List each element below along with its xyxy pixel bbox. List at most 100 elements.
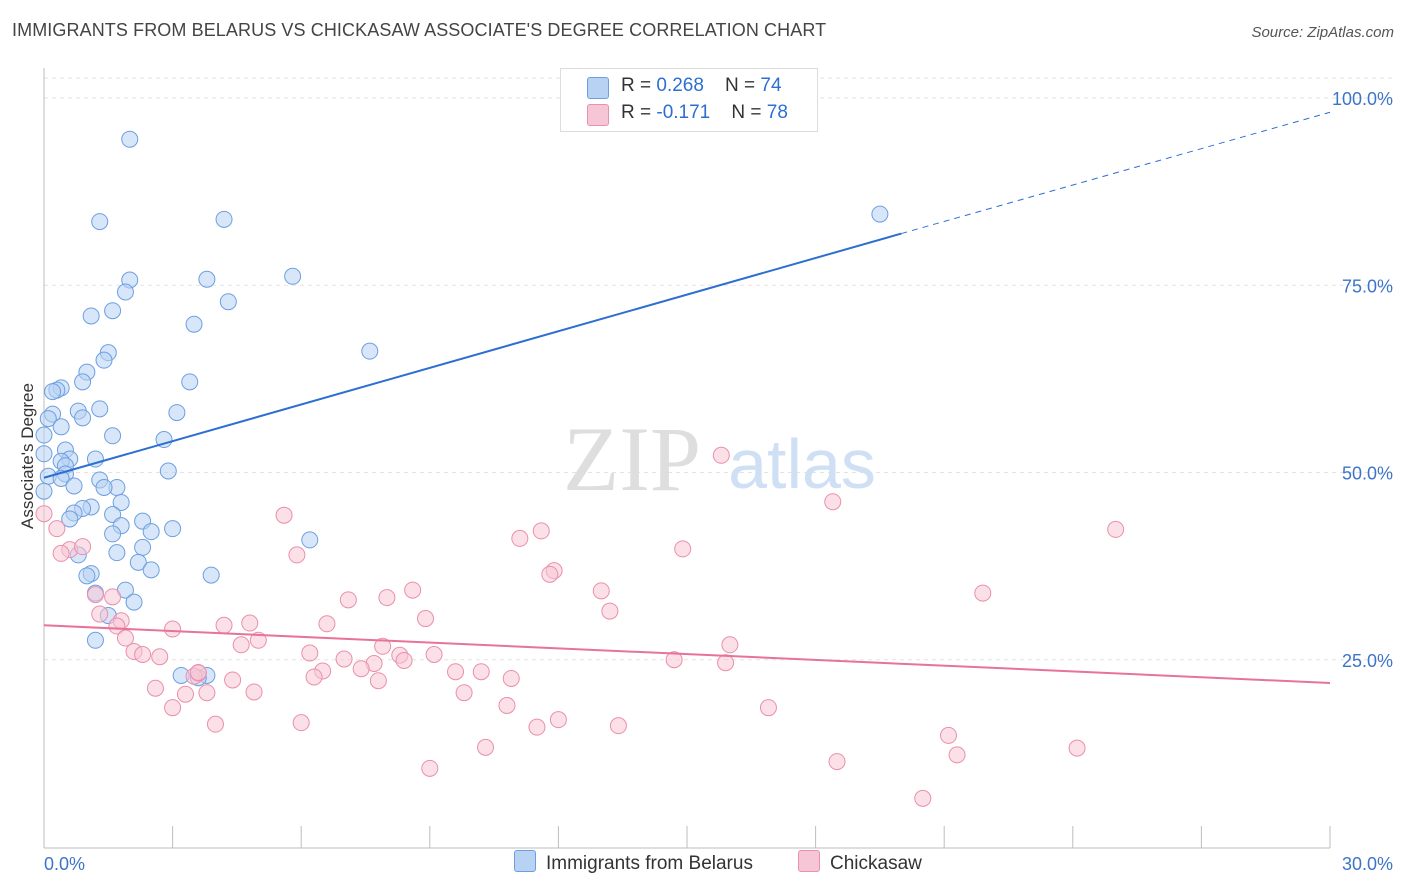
chickasaw-point	[134, 646, 152, 664]
belarus-point	[95, 351, 113, 369]
belarus-point	[108, 544, 126, 562]
chickasaw-point	[455, 684, 473, 702]
chickasaw-point	[421, 759, 439, 777]
chickasaw-point	[74, 538, 92, 556]
legend-swatch-chickasaw	[587, 104, 609, 126]
legend-n-label: N =	[725, 75, 761, 96]
chickasaw-point	[241, 614, 259, 632]
trend-layer	[43, 111, 1331, 684]
chickasaw-point	[948, 746, 966, 764]
belarus-point	[871, 205, 889, 223]
chickasaw-point	[1107, 520, 1125, 538]
chickasaw-point	[1068, 739, 1086, 757]
chickasaw-point	[477, 738, 495, 756]
belarus-point	[215, 210, 233, 228]
chickasaw-point	[974, 584, 992, 602]
chickasaw-point	[511, 529, 529, 547]
belarus-point	[301, 531, 319, 549]
chickasaw-point	[91, 605, 109, 623]
chickasaw-point	[249, 631, 267, 649]
chickasaw-point	[374, 637, 392, 655]
chickasaw-point	[104, 588, 122, 606]
x-tick-label: 30.0%	[1342, 854, 1393, 874]
belarus-point	[78, 567, 96, 585]
legend-r-value: 0.268	[656, 75, 704, 96]
chickasaw-point	[532, 522, 550, 540]
chart-title: IMMIGRANTS FROM BELARUS VS CHICKASAW ASS…	[12, 20, 827, 40]
chickasaw-point	[378, 589, 396, 607]
legend-n-value: 74	[760, 75, 782, 96]
chickasaw-point	[275, 506, 293, 524]
belarus-point	[35, 445, 53, 463]
belarus-point	[361, 342, 379, 360]
belarus-point	[181, 373, 199, 391]
belarus-point	[185, 315, 203, 333]
grid-layer	[44, 77, 1392, 661]
belarus-point	[82, 307, 100, 325]
chickasaw-point	[914, 789, 932, 807]
chickasaw-point	[712, 446, 730, 464]
belarus-point	[121, 130, 139, 148]
belarus-point	[39, 410, 57, 428]
chickasaw-point	[164, 699, 182, 717]
chickasaw-point	[245, 683, 263, 701]
chickasaw-trend-line	[43, 624, 1331, 684]
belarus-point	[35, 482, 53, 500]
chickasaw-point	[352, 660, 370, 678]
chickasaw-point	[502, 669, 520, 687]
belarus-point	[159, 462, 177, 480]
chickasaw-point	[339, 591, 357, 609]
belarus-point	[95, 478, 113, 496]
belarus-point	[65, 477, 83, 495]
chickasaw-point	[447, 663, 465, 681]
chickasaw-point	[369, 672, 387, 690]
chickasaw-point	[404, 581, 422, 599]
chickasaw-point	[206, 715, 224, 733]
chickasaw-point	[674, 540, 692, 558]
chickasaw-point	[717, 654, 735, 672]
chickasaw-point	[335, 650, 353, 668]
y-axis-label: Associate's Degree	[18, 383, 37, 529]
chickasaw-point	[759, 699, 777, 717]
belarus-point	[142, 561, 160, 579]
belarus-point	[164, 520, 182, 538]
chickasaw-point	[116, 629, 134, 647]
belarus-point	[198, 270, 216, 288]
chickasaw-point	[224, 671, 242, 689]
chickasaw-point	[417, 610, 435, 628]
belarus-point	[74, 373, 92, 391]
watermark-zip: ZIP	[563, 408, 701, 510]
legend-n-label: N =	[731, 102, 767, 123]
legend-swatch-belarus	[587, 77, 609, 99]
points-layer	[35, 130, 1125, 807]
chickasaw-point	[549, 711, 567, 729]
chickasaw-point	[146, 679, 164, 697]
chickasaw-point	[232, 636, 250, 654]
belarus-point	[125, 593, 143, 611]
chickasaw-point	[395, 651, 413, 669]
watermark: ZIP atlas	[563, 408, 876, 510]
legend-stats: R = 0.268 N = 74 R = -0.171 N = 78	[560, 68, 818, 132]
chart-source: Source: ZipAtlas.com	[1251, 24, 1394, 41]
chickasaw-point	[472, 663, 490, 681]
belarus-point	[104, 505, 122, 523]
chickasaw-point	[828, 753, 846, 771]
legend-item-chickasaw: Chickasaw	[798, 850, 922, 880]
belarus-point	[168, 404, 186, 422]
y-tick-label: 75.0%	[1342, 276, 1393, 296]
chickasaw-point	[665, 651, 683, 669]
chickasaw-point	[318, 615, 336, 633]
belarus-point	[219, 293, 237, 311]
chickasaw-point	[824, 493, 842, 511]
legend-r-label: R =	[621, 102, 657, 123]
belarus-point	[284, 267, 302, 285]
belarus-point	[104, 302, 122, 320]
chickasaw-point	[164, 620, 182, 638]
belarus-point	[35, 426, 53, 444]
chickasaw-point	[151, 648, 169, 666]
belarus-point	[112, 493, 130, 511]
legend-n-value: 78	[766, 102, 788, 123]
belarus-trend-extension	[901, 111, 1331, 235]
chickasaw-point	[292, 714, 310, 732]
belarus-point	[74, 409, 92, 427]
